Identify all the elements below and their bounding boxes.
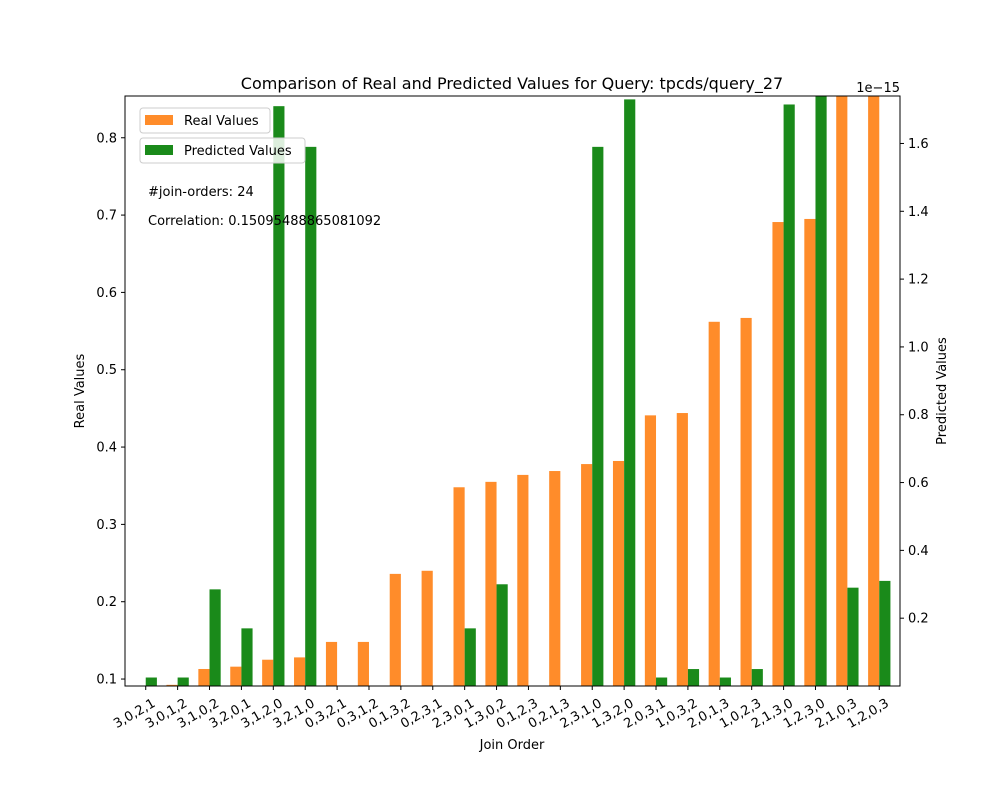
bar-predicted-16 xyxy=(656,677,668,686)
bar-real-10 xyxy=(453,487,465,686)
legend-label-real: Real Values xyxy=(184,114,259,129)
bar-real-4 xyxy=(262,659,274,686)
y-tick-label-left-5: 0.6 xyxy=(96,286,117,301)
bar-real-23 xyxy=(868,96,880,686)
y-tick-label-left-6: 0.7 xyxy=(96,209,117,224)
legend: Real Values Predicted Values xyxy=(139,107,306,164)
bars-group xyxy=(145,96,891,686)
bar-real-20 xyxy=(772,222,784,686)
y-axis-label-right: Predicted Values xyxy=(935,337,950,445)
legend-label-predicted: Predicted Values xyxy=(184,144,292,159)
y-tick-label-right-0: 0.2 xyxy=(908,612,929,627)
bar-predicted-0 xyxy=(145,677,157,686)
bar-predicted-23 xyxy=(879,580,891,686)
legend-swatch-real xyxy=(145,115,173,125)
y-tick-label-right-3: 0.8 xyxy=(908,408,929,423)
legend-swatch-predicted xyxy=(145,145,173,155)
bar-predicted-4 xyxy=(273,106,285,686)
y-tick-label-right-5: 1.2 xyxy=(908,273,929,288)
y-tick-label-right-2: 0.6 xyxy=(908,476,929,491)
bar-predicted-19 xyxy=(751,669,763,686)
bar-real-3 xyxy=(230,666,242,686)
bar-real-9 xyxy=(421,570,433,686)
bar-real-21 xyxy=(804,218,816,686)
chart-title: Comparison of Real and Predicted Values … xyxy=(241,74,783,94)
legend-box-predicted xyxy=(139,137,306,164)
bar-real-16 xyxy=(644,415,657,686)
bar-predicted-20 xyxy=(783,104,795,686)
y-tick-label-right-1: 0.4 xyxy=(908,544,929,559)
y-tick-label-right-7: 1.6 xyxy=(908,137,929,152)
bar-predicted-14 xyxy=(592,146,604,686)
y-tick-label-left-4: 0.5 xyxy=(96,363,117,378)
bar-real-7 xyxy=(357,641,369,686)
bar-real-19 xyxy=(740,317,752,686)
bar-real-1 xyxy=(166,684,178,686)
y-tick-label-left-7: 0.8 xyxy=(96,131,117,146)
bar-real-6 xyxy=(325,641,338,686)
bar-predicted-5 xyxy=(305,146,317,686)
bar-real-15 xyxy=(612,460,625,686)
y-tick-label-left-3: 0.4 xyxy=(96,441,117,456)
plot-frame xyxy=(124,95,901,687)
bar-predicted-15 xyxy=(624,99,636,686)
bar-real-13 xyxy=(549,471,561,686)
bar-real-22 xyxy=(836,96,848,686)
bar-real-18 xyxy=(708,321,720,686)
bar-predicted-2 xyxy=(209,589,221,686)
bar-predicted-18 xyxy=(719,677,731,686)
annotation-correlation: Correlation: 0.15095488865081092 xyxy=(148,214,381,229)
x-axis-label: Join Order xyxy=(479,738,545,753)
annotation-join-orders: #join-orders: 24 xyxy=(148,185,254,200)
y-tick-label-left-0: 0.1 xyxy=(96,673,117,688)
bar-predicted-17 xyxy=(687,669,700,686)
y-tick-label-right-6: 1.4 xyxy=(908,205,929,220)
y-tick-label-right-4: 1.0 xyxy=(908,340,929,355)
bar-predicted-22 xyxy=(847,587,859,686)
bar-real-12 xyxy=(517,474,529,686)
bar-predicted-3 xyxy=(241,628,253,686)
y-axis-label-left: Real Values xyxy=(73,353,88,428)
bar-real-14 xyxy=(581,464,593,686)
bar-real-11 xyxy=(485,481,497,686)
y-tick-label-left-2: 0.3 xyxy=(96,518,117,533)
bar-predicted-10 xyxy=(464,628,476,686)
bar-predicted-21 xyxy=(815,96,827,686)
bar-real-17 xyxy=(676,413,688,686)
bar-real-5 xyxy=(294,657,306,686)
legend-box-real xyxy=(139,107,271,134)
bar-real-2 xyxy=(198,668,210,686)
right-axis-offset-text: 1e−15 xyxy=(856,81,900,96)
bar-predicted-11 xyxy=(496,584,508,686)
bar-predicted-1 xyxy=(177,677,189,686)
y-tick-label-left-1: 0.2 xyxy=(96,595,117,610)
bar-real-8 xyxy=(389,573,401,686)
